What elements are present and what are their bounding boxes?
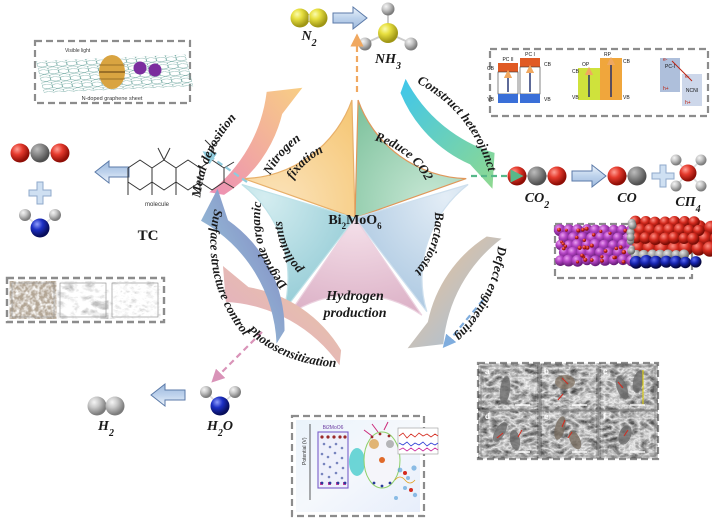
svg-text:CO2: CO2 (525, 191, 549, 211)
svg-text:NH3: NH3 (374, 52, 401, 72)
svg-text:OP: OP (582, 62, 590, 68)
svg-text:CB: CB (623, 59, 631, 65)
svg-text:N2: N2 (300, 29, 316, 49)
svg-text:H2: H2 (97, 419, 114, 439)
svg-text:d: d (485, 412, 490, 421)
svg-text:PC I: PC I (525, 52, 535, 58)
svg-text:CB: CB (487, 66, 495, 72)
svg-text:b: b (544, 367, 549, 376)
svg-text:RP: RP (604, 52, 612, 58)
svg-text:molecule: molecule (145, 202, 170, 208)
svg-text:TC: TC (138, 228, 159, 244)
svg-text:h+: h+ (685, 100, 691, 106)
svg-text:VB: VB (572, 95, 579, 101)
svg-text:VB: VB (487, 97, 494, 103)
svg-text:H2O: H2O (206, 419, 233, 439)
svg-text:e: e (544, 412, 549, 421)
svg-text:PC-I: PC-I (665, 64, 675, 70)
svg-text:production: production (322, 306, 386, 321)
svg-text:Bi2MoO6: Bi2MoO6 (323, 425, 344, 431)
svg-text:Hydrogen: Hydrogen (325, 289, 384, 304)
svg-text:CO: CO (617, 191, 636, 206)
svg-text:h+: h+ (663, 86, 669, 92)
svg-text:Visible light: Visible light (65, 48, 91, 54)
svg-text:Potential (V): Potential (V) (302, 437, 308, 465)
svg-text:c: c (603, 367, 608, 376)
svg-text:f: f (603, 412, 606, 421)
svg-text:N-doped graphene sheet: N-doped graphene sheet (82, 96, 143, 102)
svg-text:PC II: PC II (502, 57, 513, 63)
svg-text:CΠ4: CΠ4 (675, 195, 700, 215)
svg-text:VB: VB (544, 97, 551, 103)
svg-text:VB: VB (623, 95, 630, 101)
svg-text:CB: CB (544, 62, 552, 68)
svg-text:CB: CB (572, 69, 580, 75)
svg-text:NCNI: NCNI (686, 88, 698, 94)
svg-text:a: a (485, 367, 490, 376)
svg-text:e-: e- (663, 57, 668, 63)
